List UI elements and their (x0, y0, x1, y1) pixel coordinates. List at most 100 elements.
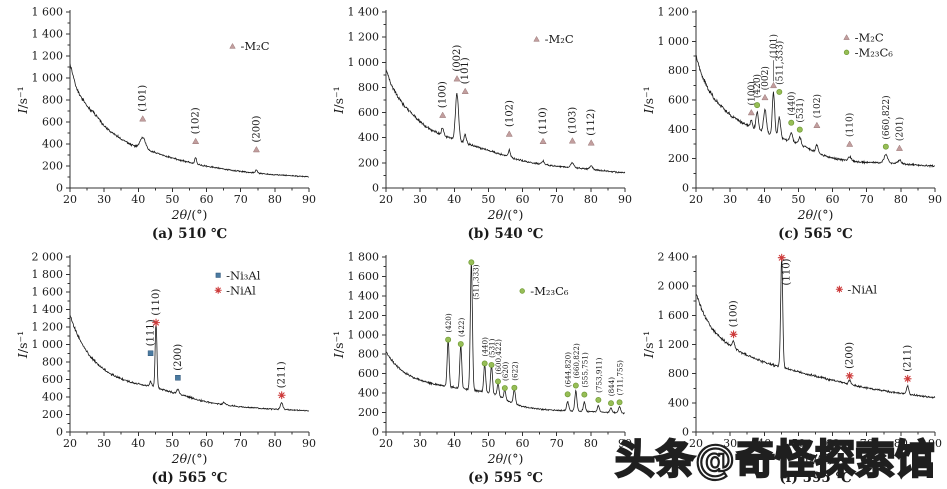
peak-annotations: (101) (102) (200) (138, 85, 262, 153)
circle-marker-icon (608, 400, 614, 407)
y-tick-label: 1 200 (658, 6, 690, 19)
triangle-marker-icon (769, 81, 778, 89)
legend-label: -M₂₃C₆ (855, 45, 894, 59)
y-tick-label: 800 (358, 348, 379, 361)
triangle-marker-icon (846, 140, 854, 147)
x-tick-label: 50 (165, 437, 179, 450)
xrd-chart-f: 20 30 40 50 60 70 80 90 0 400 800 1 200 1 600 2 000 2 … (641, 251, 942, 487)
x-tick-label: 80 (268, 193, 282, 206)
y-tick-label: 0 (56, 426, 63, 439)
peak-label: (420) (444, 313, 453, 333)
y-tick-label: 2 400 (658, 251, 690, 264)
peak-label: (440) (786, 92, 797, 116)
circle-marker-icon (481, 360, 488, 367)
panel-caption: (a) 510 ℃ (152, 226, 227, 242)
y-tick-label: 1 200 (32, 321, 64, 334)
peak-annotations: (100)(002)(101) (102) (110) (103) (112) (438, 45, 597, 146)
peak-label: (110) (538, 107, 549, 134)
triangle-marker-icon (453, 75, 461, 82)
x-tick-label: 40 (757, 437, 771, 450)
x-tick-label: 30 (723, 193, 737, 206)
star-marker-icon (277, 391, 286, 400)
legend-label: -M₂C (241, 39, 270, 53)
watermark-text: 头条@奇怪探索馆 (614, 436, 936, 484)
peak-label: (110) (151, 289, 162, 316)
axes (692, 255, 936, 436)
peak-label: (200) (173, 344, 184, 371)
circle-marker-icon (511, 384, 518, 391)
x-tick-label: 40 (131, 437, 145, 450)
star-marker-icon (152, 318, 160, 327)
circle-marker-icon (796, 126, 803, 133)
x-tick-label: 50 (791, 437, 805, 450)
triangle-marker-icon (747, 108, 755, 116)
circle-marker-icon (595, 396, 602, 403)
x-tick-label: 40 (447, 437, 461, 450)
y-tick-label: 200 (42, 160, 63, 173)
x-tick-label: 70 (234, 193, 248, 206)
xrd-chart-c: 20 30 40 50 60 70 80 90 0 200 400 600 800 1 000 1 200 2… (641, 6, 942, 243)
legend: -Ni₃Al-NiAl (214, 268, 261, 297)
peak-label: (002) (760, 66, 771, 90)
x-tick-label: 80 (584, 437, 598, 450)
legend-label: -M₂C (545, 32, 574, 46)
peak-label: (103) (567, 107, 578, 134)
circle-marker-icon (564, 391, 571, 398)
x-tick-label: 80 (894, 437, 908, 450)
y-tick-label: 1 600 (658, 309, 690, 322)
circle-marker-icon (572, 382, 579, 389)
circle-marker-icon (468, 259, 475, 266)
x-tick-label: 40 (757, 193, 771, 206)
y-tick-label: 1 600 (32, 6, 64, 19)
y-tick-label: 0 (56, 182, 63, 195)
y-axis-label: I/s⁻¹ (331, 331, 346, 359)
x-tick-label: 70 (234, 437, 248, 450)
x-tick-label: 30 (413, 193, 427, 206)
y-tick-label: 1 200 (348, 309, 380, 322)
x-tick-label: 50 (481, 437, 495, 450)
triangle-marker-icon (505, 130, 513, 137)
triangle-marker-icon (539, 137, 547, 144)
triangle-marker-icon (587, 139, 595, 146)
y-axis-label: I/s⁻¹ (641, 86, 656, 114)
peak-label: (002) (452, 45, 463, 72)
y-tick-label: 200 (668, 152, 689, 165)
peak-label: (102) (812, 94, 823, 118)
peak-label: (100) (729, 300, 740, 327)
peak-annotations: (100)(420)(002) (101)(511,333)(440)(531) (… (746, 34, 905, 151)
y-tick-label: 1 400 (32, 28, 64, 41)
y-tick-label: 1 400 (348, 6, 380, 19)
x-tick-label: 90 (618, 437, 632, 450)
x-axis-label: 2θ/(°) (797, 207, 834, 222)
y-tick-label: 1 000 (32, 338, 64, 351)
xrd-curve (385, 68, 626, 174)
x-axis-label: 2θ/(°) (487, 451, 524, 466)
y-tick-label: 1 000 (32, 72, 64, 85)
star-marker-icon (214, 286, 222, 294)
y-tick-label: 600 (42, 116, 63, 129)
x-tick-label: 70 (550, 437, 564, 450)
axes (382, 255, 626, 436)
x-axis-label: 2θ/(°) (797, 451, 834, 466)
x-tick-label: 80 (894, 193, 908, 206)
y-tick-label: 1 000 (348, 56, 380, 69)
circle-marker-icon (776, 88, 783, 95)
peak-label: (201) (894, 117, 905, 141)
peak-annotations: (100) (110) (200) (211) (729, 253, 914, 383)
x-tick-label: 70 (860, 437, 874, 450)
panel-caption: (f) 595 ℃ (779, 470, 851, 486)
xrd-chart-b: 20 30 40 50 60 70 80 90 0 200 400 600 800 1 000 1 200 1… (331, 6, 632, 243)
legend-label: -Ni₃Al (226, 268, 261, 282)
x-tick-label: 90 (302, 193, 316, 206)
y-tick-label: 400 (358, 387, 379, 400)
peak-label: (440) (481, 337, 490, 357)
y-tick-label: 1 200 (348, 31, 380, 44)
star-marker-icon (729, 330, 738, 339)
panel-c: 20 30 40 50 60 70 80 90 0 200 400 600 800 1 000 1 200 2… (640, 0, 945, 249)
x-tick-label: 60 (200, 193, 214, 206)
legend-label: -M₂C (855, 30, 884, 44)
square-marker-icon (175, 375, 181, 381)
xrd-curve (695, 258, 936, 399)
peak-label: (100) (438, 81, 449, 108)
x-tick-label: 70 (550, 193, 564, 206)
